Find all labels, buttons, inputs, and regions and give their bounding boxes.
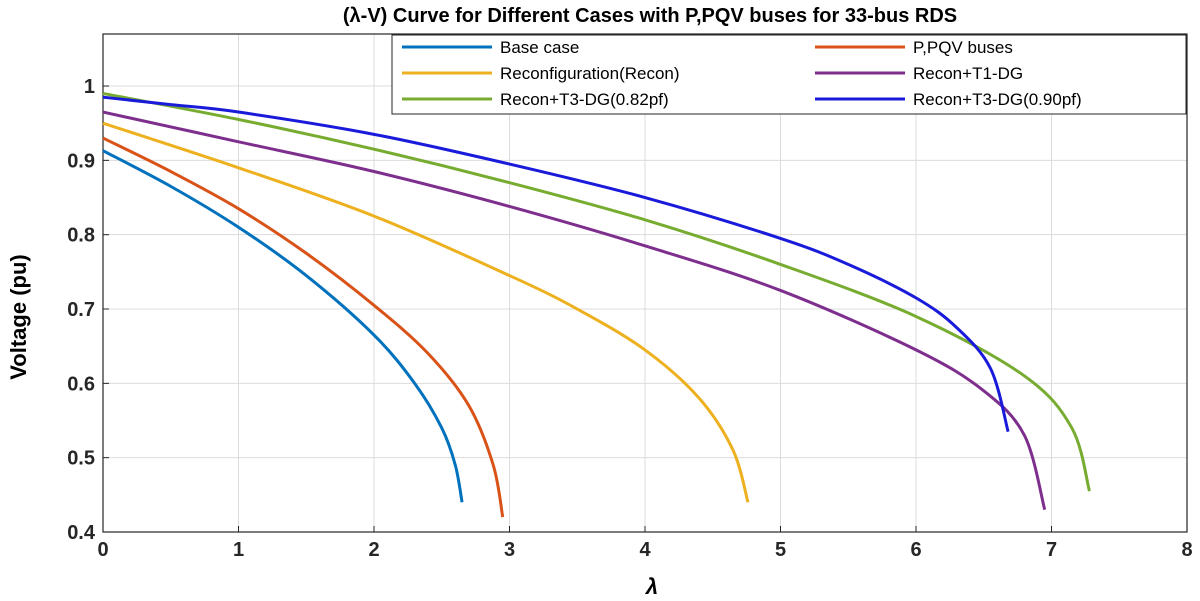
y-tick-label: 0.6 xyxy=(67,373,95,395)
legend-label-5: Recon+T3-DG(0.82pf) xyxy=(500,90,669,109)
x-tick-label: 3 xyxy=(504,539,515,561)
x-tick-label: 2 xyxy=(368,539,379,561)
legend-box xyxy=(391,34,1187,115)
x-tick-label: 5 xyxy=(775,539,786,561)
x-axis-label: λ xyxy=(645,574,658,599)
chart-title: (λ-V) Curve for Different Cases with P,P… xyxy=(343,5,957,27)
legend: Base case P,PQV buses Reconfiguration(Reco… xyxy=(391,34,1187,115)
x-tick-label: 8 xyxy=(1181,539,1192,561)
y-tick-label: 0.5 xyxy=(67,448,95,470)
y-tick-label: 0.7 xyxy=(67,299,95,321)
tick-labels: 0 1 2 3 4 5 6 7 8 0.4 0.5 0.6 0.7 0.8 0.9 1 xyxy=(67,76,1192,561)
series-line-5 xyxy=(102,91,1091,492)
legend-label-1: Base case xyxy=(500,38,579,57)
x-tick-label: 0 xyxy=(97,539,108,561)
x-tick-label: 7 xyxy=(1046,539,1057,561)
legend-label-4: Recon+T1-DG xyxy=(913,64,1023,83)
x-tick-label: 4 xyxy=(639,539,651,561)
x-tick-label: 1 xyxy=(233,539,244,561)
series-line-6 xyxy=(102,95,1010,433)
y-tick-label: 0.8 xyxy=(67,225,95,247)
y-tick-label: 0.4 xyxy=(67,522,96,544)
series-line-2 xyxy=(102,136,505,518)
series-line-1 xyxy=(102,149,464,503)
legend-label-2: P,PQV buses xyxy=(913,38,1013,57)
series-group xyxy=(102,91,1091,518)
legend-label-6: Recon+T3-DG(0.90pf) xyxy=(913,90,1082,109)
y-tick-label: 1 xyxy=(84,76,95,98)
x-tick-label: 6 xyxy=(910,539,921,561)
series-line-4 xyxy=(102,110,1047,511)
y-axis-label: Voltage (pu) xyxy=(6,254,31,379)
series-line-3 xyxy=(102,121,750,503)
y-tick-label: 0.9 xyxy=(67,150,95,172)
legend-label-3: Reconfiguration(Recon) xyxy=(500,64,680,83)
